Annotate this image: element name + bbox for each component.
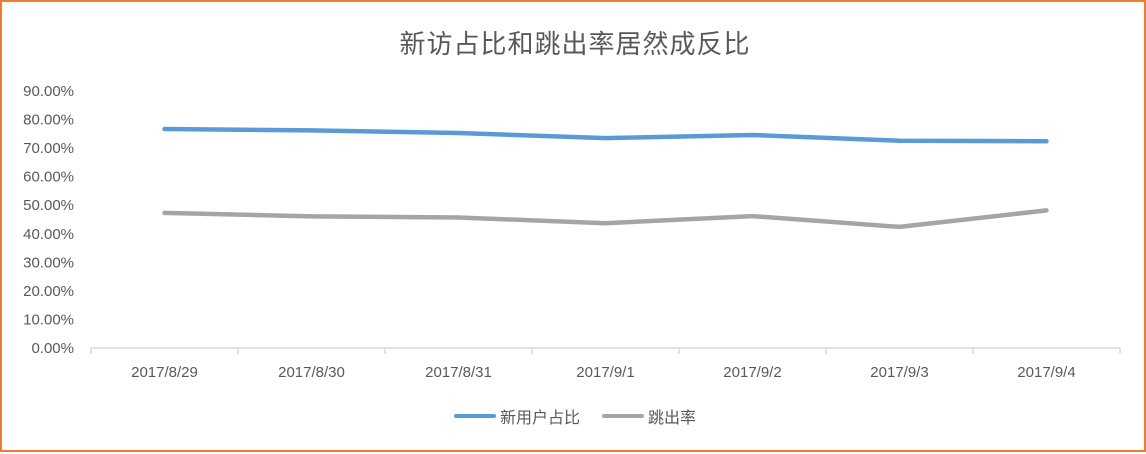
x-tick-label: 2017/8/29 xyxy=(131,364,198,381)
y-tick-label: 30.00% xyxy=(23,254,74,271)
y-tick-label: 60.00% xyxy=(23,169,74,186)
series-lines xyxy=(162,126,1049,230)
x-tick-label: 2017/8/31 xyxy=(425,364,492,381)
x-tick-label: 2017/8/30 xyxy=(278,364,345,381)
y-tick-label: 40.00% xyxy=(23,226,74,243)
legend-label: 跳出率 xyxy=(648,408,697,427)
legend-label: 新用户占比 xyxy=(499,408,580,427)
series-line-bounce-rate[interactable] xyxy=(162,208,1049,230)
y-tick-label: 80.00% xyxy=(23,112,74,129)
y-tick-label: 50.00% xyxy=(23,197,74,214)
x-tick-label: 2017/9/4 xyxy=(1017,364,1075,381)
series-line-new-users[interactable] xyxy=(162,126,1049,144)
x-tick-label: 2017/9/1 xyxy=(576,364,634,381)
y-tick-label: 70.00% xyxy=(23,140,74,157)
x-tick-label: 2017/9/3 xyxy=(870,364,928,381)
chart-title: 新访占比和跳出率居然成反比 xyxy=(399,30,751,60)
legend-item-new-users[interactable]: 新用户占比 xyxy=(453,404,580,428)
x-axis: 2017/8/29 2017/8/30 2017/8/31 2017/9/1 2017/… xyxy=(90,347,1121,381)
x-tick-label: 2017/9/2 xyxy=(723,364,781,381)
y-tick-label: 90.00% xyxy=(23,83,74,100)
legend-swatch-blue-icon xyxy=(453,414,496,418)
y-tick-label: 10.00% xyxy=(23,311,74,328)
y-tick-label: 20.00% xyxy=(23,283,74,300)
legend: 新用户占比 跳出率 xyxy=(2,404,1146,428)
legend-item-bounce-rate[interactable]: 跳出率 xyxy=(602,404,696,428)
y-axis: 0.00% 10.00% 20.00% 30.00% 40.00% 50.00% 60.00… xyxy=(23,83,74,357)
legend-swatch-gray-icon xyxy=(602,414,644,418)
y-tick-label: 0.00% xyxy=(31,340,74,357)
